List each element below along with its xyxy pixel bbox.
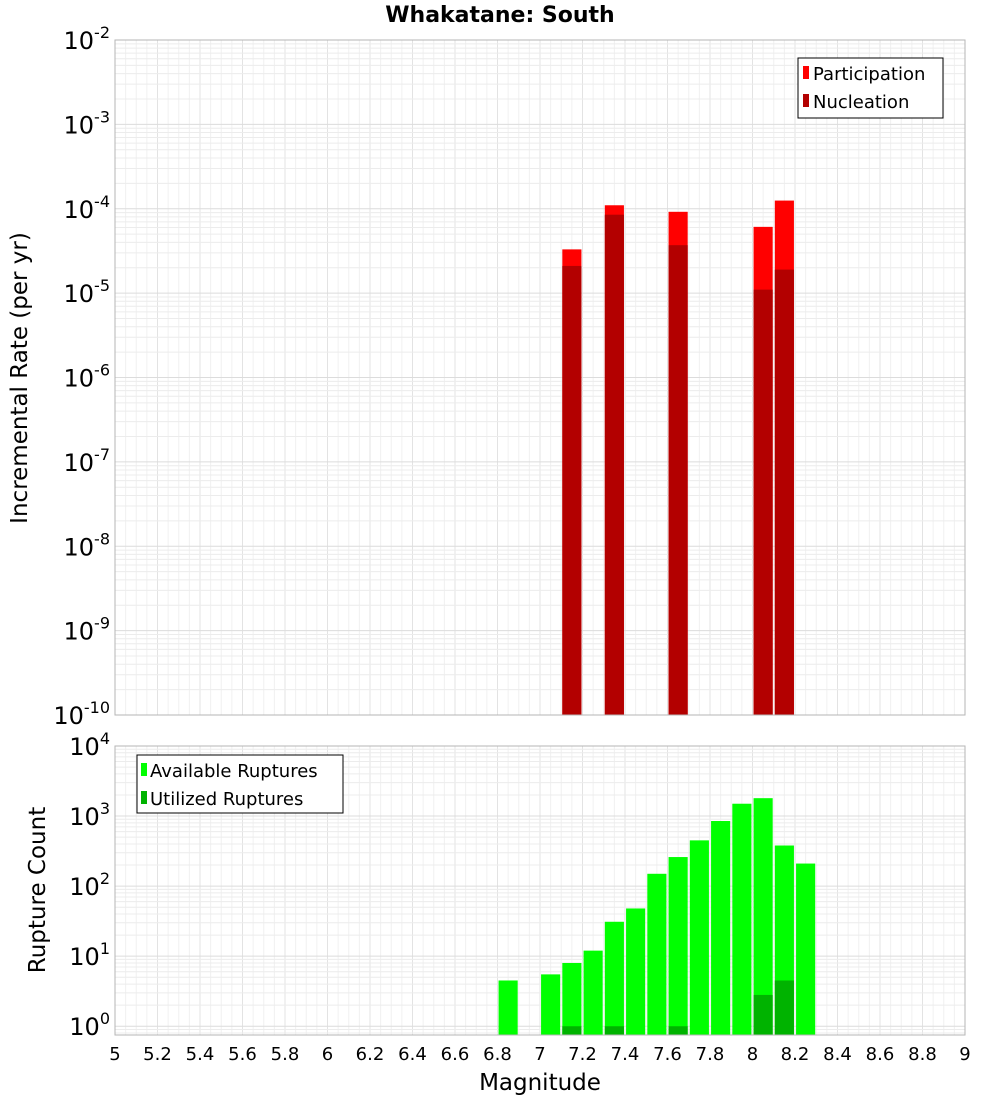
top-y-tick-label: 10-3 <box>64 107 111 139</box>
bottom-legend-box <box>136 754 344 814</box>
bottom-panel: 104 103 102 101 100 5 5.2 5.4 5.6 5.8 6 6.2 6.4 6.6 6… <box>25 729 971 1096</box>
bottom-y-tick-label: 100 <box>69 1009 110 1041</box>
top-y-tick-label: 10-4 <box>64 192 111 224</box>
bottom-bar-available-ruptures <box>498 980 518 1035</box>
x-tick-label: 7 <box>534 1044 545 1065</box>
legend-swatch-nucleation <box>803 94 809 107</box>
bottom-y-tick-label: 103 <box>69 799 110 831</box>
x-tick-label: 8.2 <box>781 1044 810 1065</box>
legend-swatch-utilized <box>141 791 147 804</box>
top-legend: Participation Nucleation <box>797 57 944 119</box>
legend-swatch-participation <box>803 66 809 79</box>
legend-label-nucleation: Nucleation <box>813 92 909 113</box>
top-grid <box>114 39 966 716</box>
bottom-y-tick-label: 101 <box>69 939 110 971</box>
top-bar-nucleation <box>604 214 624 716</box>
x-tick-label: 5.8 <box>271 1044 300 1065</box>
x-tick-label: 7.4 <box>611 1044 640 1065</box>
bottom-bar-utilized-ruptures <box>562 1026 582 1035</box>
legend-label-available: Available Ruptures <box>150 761 318 782</box>
bottom-bar-available-ruptures <box>541 974 561 1035</box>
top-y-tick-label: 10-6 <box>64 361 111 393</box>
x-tick-label: 8.6 <box>866 1044 895 1065</box>
top-y-tick-label: 10-8 <box>64 529 111 561</box>
bottom-bar-available-ruptures <box>647 873 667 1035</box>
x-tick-label: 6 <box>322 1044 333 1065</box>
top-y-tick-label: 10-7 <box>64 445 111 477</box>
bottom-bar-available-ruptures <box>562 962 582 1035</box>
bottom-y-axis-label: Rupture Count <box>25 807 51 973</box>
bottom-legend: Available Ruptures Utilized Ruptures <box>136 754 344 814</box>
x-tick-label: 6.2 <box>356 1044 385 1065</box>
top-plot-border <box>114 39 966 716</box>
top-bars <box>562 200 794 716</box>
bottom-bar-utilized-ruptures <box>668 1026 688 1035</box>
x-tick-label: 5.2 <box>143 1044 172 1065</box>
top-bar-nucleation <box>562 265 582 715</box>
x-tick-label: 7.6 <box>653 1044 682 1065</box>
top-y-tick-labels: 10-2 10-3 10-4 10-5 10-6 10-7 10-8 10-9 10-10 <box>53 23 110 730</box>
x-tick-label: 8.8 <box>908 1044 937 1065</box>
top-bar-nucleation <box>668 245 688 715</box>
x-tick-label: 7.2 <box>568 1044 597 1065</box>
bottom-bar-available-ruptures <box>689 840 709 1035</box>
x-tick-labels: 5 5.2 5.4 5.6 5.8 6 6.2 6.4 6.6 6.8 7 7.2 7.4 7.6 7.8 8… <box>109 1044 970 1065</box>
bottom-bar-available-ruptures <box>732 803 752 1035</box>
legend-label-utilized: Utilized Ruptures <box>150 789 303 810</box>
top-y-tick-label: 10-5 <box>64 276 111 308</box>
x-tick-label: 6.6 <box>441 1044 470 1065</box>
bottom-bar-available-ruptures <box>668 857 688 1035</box>
bottom-bar-available-ruptures <box>583 950 603 1035</box>
top-y-tick-label: 10-9 <box>64 614 111 646</box>
bottom-bar-available-ruptures <box>796 863 816 1035</box>
bottom-bar-available-ruptures <box>626 908 646 1035</box>
bottom-y-tick-labels: 104 103 102 101 100 <box>69 729 110 1041</box>
bottom-bar-utilized-ruptures <box>774 980 794 1035</box>
x-tick-label: 9 <box>959 1044 970 1065</box>
x-tick-label: 5.6 <box>228 1044 257 1065</box>
chart-title: Whakatane: South <box>385 3 614 28</box>
bottom-bars <box>498 798 816 1035</box>
bottom-y-tick-label: 104 <box>69 729 110 761</box>
x-axis-label: Magnitude <box>479 1070 601 1096</box>
x-tick-label: 6.4 <box>398 1044 427 1065</box>
top-bar-nucleation <box>753 289 773 715</box>
bottom-bar-available-ruptures <box>604 921 624 1035</box>
top-legend-box <box>797 57 944 119</box>
top-y-tick-label: 10-10 <box>53 698 110 730</box>
x-tick-label: 8.4 <box>823 1044 852 1065</box>
top-y-tick-label: 10-2 <box>64 23 111 55</box>
bottom-plot-border <box>114 745 966 1036</box>
legend-label-participation: Participation <box>813 64 925 85</box>
x-tick-label: 6.8 <box>483 1044 512 1065</box>
top-y-axis-label: Incremental Rate (per yr) <box>7 232 33 524</box>
bottom-y-tick-label: 102 <box>69 869 110 901</box>
x-tick-label: 7.8 <box>696 1044 725 1065</box>
x-tick-label: 8 <box>747 1044 758 1065</box>
top-panel: 10-2 10-3 10-4 10-5 10-6 10-7 10-8 10-9 10-10 In… <box>7 23 966 730</box>
bottom-bar-utilized-ruptures <box>753 994 773 1035</box>
bottom-bar-available-ruptures <box>711 821 731 1035</box>
bottom-bar-utilized-ruptures <box>604 1026 624 1035</box>
x-tick-label: 5 <box>109 1044 120 1065</box>
bottom-bar-available-ruptures <box>753 798 773 1035</box>
x-tick-label: 5.4 <box>186 1044 215 1065</box>
top-bar-nucleation <box>774 269 794 715</box>
legend-swatch-available <box>141 763 147 776</box>
